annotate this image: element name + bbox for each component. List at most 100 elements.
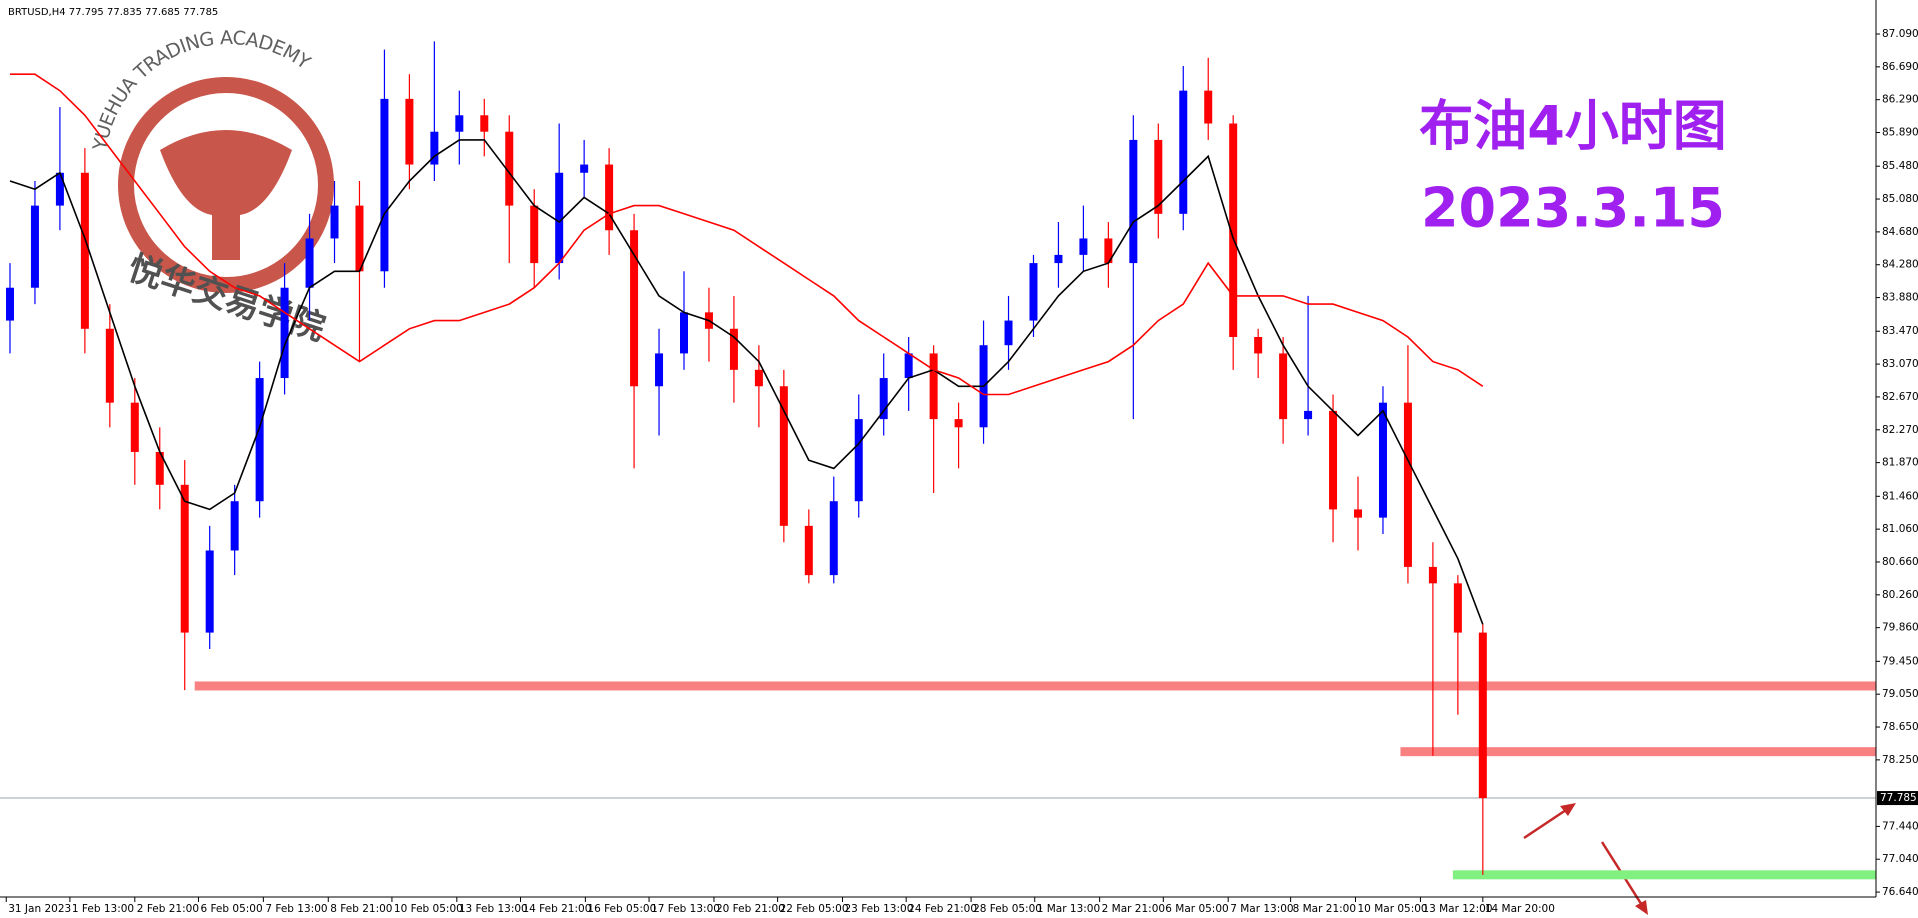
candle-body [1329,410,1338,510]
x-tick-label: 16 Feb 05:00 [587,903,656,915]
y-tick-label: 81.870 [1882,457,1918,469]
candle-body [679,312,688,354]
candle-body [1054,254,1063,264]
y-tick-label: 83.880 [1882,292,1918,304]
level-zone [1452,870,1876,880]
y-tick-label: 81.460 [1882,490,1918,502]
level-zone [1400,747,1876,757]
candle-body [754,369,763,387]
y-tick-label: 82.270 [1882,424,1918,436]
candle-body [205,550,214,633]
candle-body [630,230,639,387]
y-tick-label: 77.440 [1882,820,1918,832]
arrow-up-head [1560,803,1576,816]
y-tick-label: 79.860 [1882,622,1918,634]
candle-body [829,501,838,576]
candle-body [1129,139,1138,264]
y-tick-label: 87.090 [1882,28,1918,40]
x-tick-label: 20 Feb 21:00 [716,903,785,915]
y-tick-label: 82.670 [1882,391,1918,403]
candle-body [380,98,389,272]
candle-body [155,451,164,485]
y-tick-label: 78.650 [1882,721,1918,733]
x-tick-label: 10 Feb 05:00 [394,903,463,915]
candle-body [55,172,64,206]
candle-body [1304,410,1313,420]
moving-average [10,73,1484,396]
logo-ring [118,77,334,293]
y-tick-label: 78.250 [1882,754,1918,766]
candle-body [1229,123,1238,337]
arrow-down-head [1635,900,1648,915]
candle-body [1428,566,1437,584]
candle-body [255,378,264,502]
x-tick-label: 7 Mar 13:00 [1230,903,1293,915]
candle-body [5,287,14,321]
y-tick-label: 81.060 [1882,523,1918,535]
candle-body [330,205,339,239]
y-tick-label: 86.290 [1882,94,1918,106]
x-tick-label: 31 Jan 2023 [8,903,71,915]
x-tick-label: 28 Feb 05:00 [973,903,1042,915]
candle-body [1179,90,1188,214]
candle-body [879,378,888,420]
candle-body [1279,353,1288,420]
candle-body [430,131,439,165]
candle-body [230,501,239,551]
subtitle: 2023.3.15 [1421,177,1725,240]
x-tick-label: 2 Mar 21:00 [1102,903,1165,915]
y-tick-label: 80.260 [1882,589,1918,601]
y-tick-label: 79.050 [1882,688,1918,700]
x-tick-label: 8 Feb 21:00 [330,903,392,915]
y-tick-label: 84.280 [1882,259,1918,271]
candle-body [80,172,89,329]
candle-body [1154,139,1163,214]
candle-body [854,419,863,502]
title: 布油4小时图 [1419,95,1727,158]
y-tick-label: 83.070 [1882,358,1918,370]
candle-body [480,115,489,132]
candle-body [1478,632,1487,799]
candle-body [180,484,189,633]
candle-body [405,98,414,165]
logo-mark [160,130,292,260]
candle-body [605,164,614,231]
x-tick-label: 10 Mar 05:00 [1358,903,1428,915]
current-price-box [1877,791,1918,806]
candle-body [505,131,514,206]
y-tick-label: 79.450 [1882,655,1918,667]
y-tick-label: 85.480 [1882,160,1918,172]
candle-body [954,419,963,428]
header: BRTUSD,H4 77.795 77.835 77.685 77.785 [8,7,218,18]
candle-body [1378,402,1387,518]
x-tick-label: 13 Feb 13:00 [459,903,528,915]
candle-body [804,525,813,576]
current-price-label: 77.785 [1880,792,1917,804]
y-tick-label: 86.690 [1882,61,1918,73]
candle-body [30,205,39,288]
moving-average [9,139,1484,625]
candle-body [530,205,539,264]
y-tick-label: 85.080 [1882,193,1918,205]
y-tick-label: 83.470 [1882,325,1918,337]
y-tick-label: 84.680 [1882,226,1918,238]
x-tick-label: 1 Feb 13:00 [72,903,134,915]
candle-body [130,402,139,452]
x-tick-label: 22 Feb 05:00 [780,903,849,915]
x-tick-label: 6 Mar 05:00 [1165,903,1228,915]
candle-body [655,353,664,387]
candle-body [105,328,114,403]
candle-body [455,115,464,132]
y-tick-label: 80.660 [1882,556,1918,568]
x-tick-label: 8 Mar 21:00 [1293,903,1356,915]
candle-body [904,353,913,379]
candle-body [1254,336,1263,354]
candle-body [779,386,788,526]
arrow-up [1523,804,1573,840]
candle-body [580,164,589,173]
candle-body [729,328,738,370]
candle-body [355,205,364,272]
candle-body [1104,238,1113,264]
candle-body [1453,583,1462,633]
